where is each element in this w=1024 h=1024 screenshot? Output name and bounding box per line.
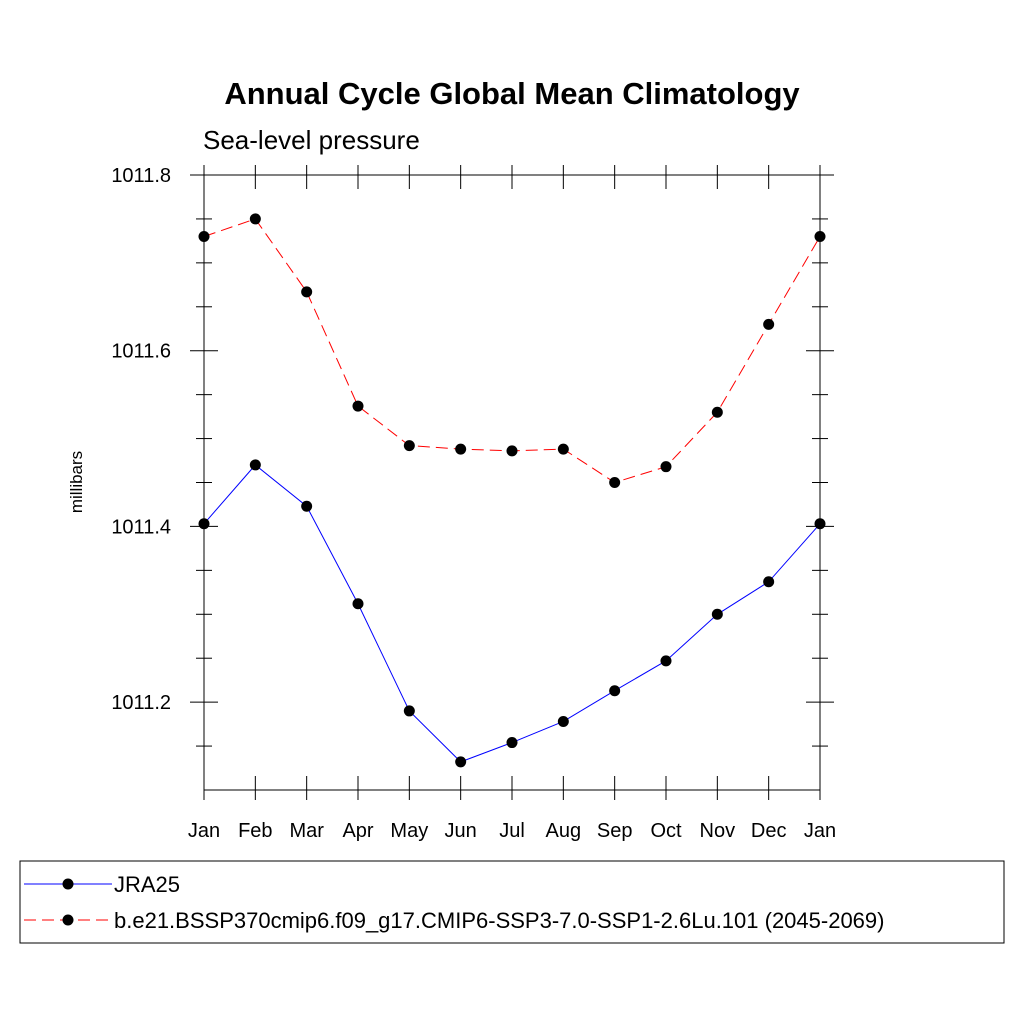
data-point bbox=[609, 685, 621, 697]
series-2 bbox=[198, 213, 826, 488]
legend: JRA25 b.e21.BSSP370cmip6.f09_g17.CMIP6-SS… bbox=[19, 860, 1005, 944]
x-tick-label: Aug bbox=[546, 820, 582, 842]
y-tick-label: 1011.2 bbox=[111, 692, 171, 714]
data-point bbox=[814, 518, 826, 530]
y-tick-label: 1011.4 bbox=[111, 516, 171, 538]
series-1 bbox=[198, 459, 826, 768]
x-tick-label: Jun bbox=[445, 820, 477, 842]
data-point bbox=[660, 461, 672, 473]
x-tick-label: Oct bbox=[650, 820, 682, 842]
data-point bbox=[198, 518, 210, 530]
legend-box bbox=[19, 860, 1005, 944]
x-tick-label: Mar bbox=[289, 820, 324, 842]
x-tick-label: Jan bbox=[188, 820, 220, 842]
chart-subtitle: Sea-level pressure bbox=[203, 125, 420, 155]
x-tick-label: Nov bbox=[700, 820, 736, 842]
x-tick-label: Jan bbox=[804, 820, 836, 842]
data-point bbox=[301, 500, 313, 512]
y-tick-label: 1011.6 bbox=[111, 341, 171, 363]
x-tick-label: May bbox=[390, 820, 428, 842]
y-axis-label: millibars bbox=[67, 451, 86, 513]
data-point bbox=[352, 598, 364, 610]
data-point bbox=[249, 213, 261, 225]
data-point bbox=[455, 756, 467, 768]
chart-title: Annual Cycle Global Mean Climatology bbox=[224, 76, 800, 111]
data-point bbox=[660, 655, 672, 667]
plot-axes bbox=[203, 174, 821, 791]
legend-item-2: b.e21.BSSP370cmip6.f09_g17.CMIP6-SSP3-7.… bbox=[24, 908, 884, 933]
plot-frame bbox=[203, 174, 821, 791]
data-point bbox=[301, 286, 313, 298]
data-point bbox=[198, 231, 210, 242]
series-line bbox=[203, 218, 821, 484]
legend-label: b.e21.BSSP370cmip6.f09_g17.CMIP6-SSP3-7.… bbox=[114, 908, 884, 933]
legend-item-1: JRA25 bbox=[24, 872, 180, 897]
y-axis-ticks: 1011.2 1011.4 1011.6 1011.8 bbox=[111, 165, 834, 747]
data-point bbox=[557, 443, 569, 455]
x-tick-label: Apr bbox=[342, 820, 373, 842]
data-point bbox=[763, 318, 775, 330]
data-point bbox=[403, 440, 415, 452]
x-tick-label: Feb bbox=[238, 820, 272, 842]
data-point bbox=[609, 477, 621, 488]
legend-marker bbox=[62, 914, 74, 926]
data-point bbox=[455, 443, 467, 455]
legend-marker bbox=[62, 878, 74, 890]
x-tick-label: Sep bbox=[597, 820, 633, 842]
data-point bbox=[506, 445, 518, 457]
data-point bbox=[352, 400, 364, 412]
data-point bbox=[814, 231, 826, 242]
y-tick-label: 1011.8 bbox=[111, 165, 171, 187]
data-point bbox=[249, 459, 261, 471]
data-point bbox=[763, 576, 775, 588]
series-layer bbox=[198, 213, 826, 768]
x-tick-label: Jul bbox=[499, 820, 525, 842]
series-line bbox=[203, 464, 821, 763]
legend-label: JRA25 bbox=[114, 872, 180, 897]
data-point bbox=[711, 406, 723, 418]
data-point bbox=[711, 608, 723, 620]
x-tick-label: Dec bbox=[751, 820, 787, 842]
data-point bbox=[506, 737, 518, 749]
data-point bbox=[403, 705, 415, 717]
x-axis-ticks: Jan Feb Mar Apr May Jun Jul Aug Sep Oct Nov Dec Jan bbox=[188, 165, 836, 842]
data-point bbox=[557, 715, 569, 727]
